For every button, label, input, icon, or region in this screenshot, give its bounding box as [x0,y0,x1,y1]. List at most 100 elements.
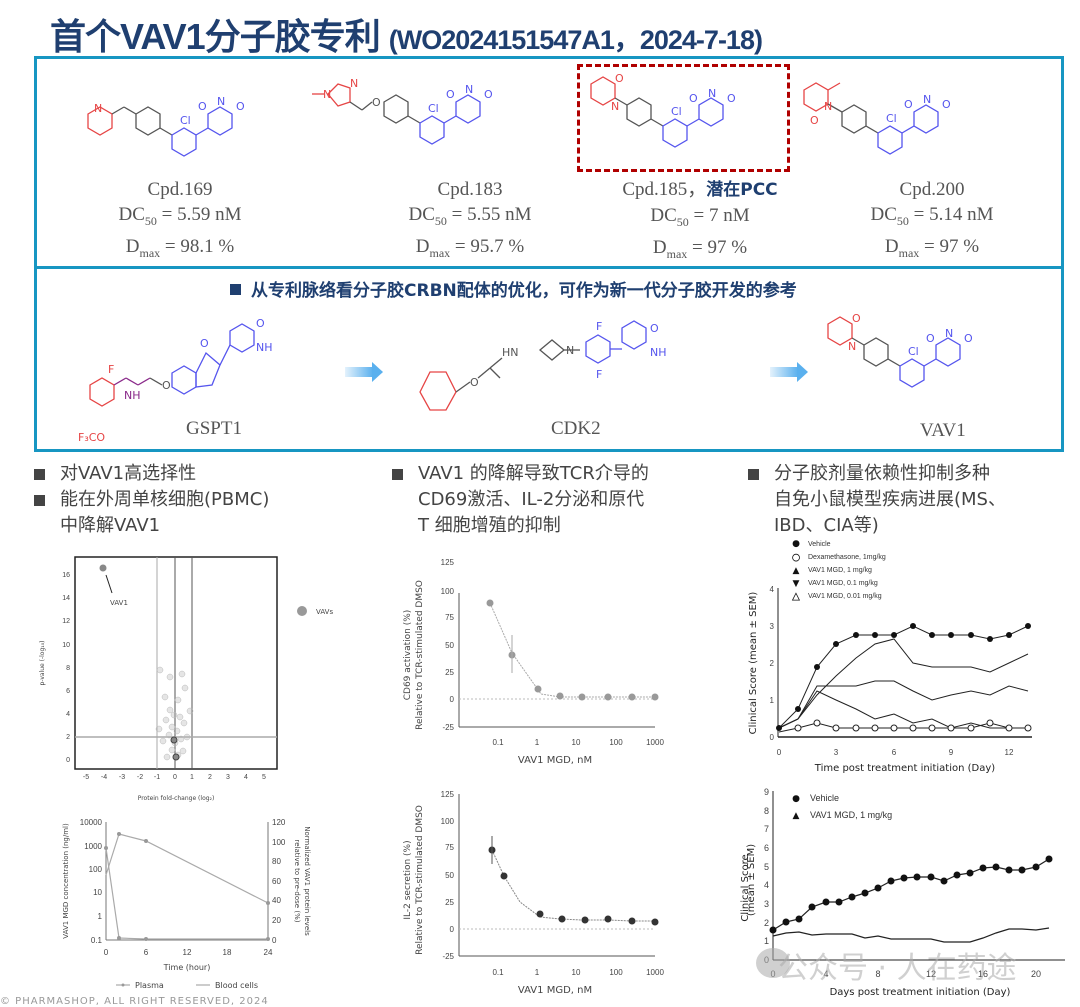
svg-text:1000: 1000 [84,842,102,851]
svg-text:0: 0 [450,925,455,934]
svg-text:125: 125 [441,558,455,567]
svg-text:N: N [923,93,931,106]
svg-text:N: N [945,327,953,340]
arrow-icon [345,362,383,382]
svg-text:4: 4 [244,774,248,781]
svg-text:75: 75 [445,613,454,622]
wechat-icon [756,948,790,978]
svg-text:5: 5 [764,862,769,872]
svg-text:12: 12 [1005,748,1014,757]
svg-text:F: F [596,368,602,381]
svg-text:N: N [824,100,832,113]
svg-text:100: 100 [441,587,455,596]
svg-text:N: N [323,88,331,101]
svg-text:-25: -25 [442,723,454,732]
svg-text:100: 100 [609,738,623,747]
svg-text:100: 100 [609,968,623,977]
svg-text:Cl: Cl [671,105,682,118]
svg-text:0.1: 0.1 [492,968,504,977]
svg-text:4: 4 [764,880,769,890]
page-title: 首个VAV1分子胶专利 (WO2024151547A1，2024-7-18) [50,16,763,57]
svg-text:Cl: Cl [908,345,919,358]
bullets-selectivity: 对VAV1高选择性 能在外周单核细胞(PBMC) 中降解VAV1 [34,461,269,539]
svg-text:2: 2 [66,734,70,741]
svg-text:1000: 1000 [646,738,664,747]
bullet-item: IBD、CIA等) [774,515,879,536]
svg-text:relative to pre-dose (%): relative to pre-dose (%) [293,840,301,923]
svg-text:VAV1 MGD, 0.1 mg/kg: VAV1 MGD, 0.1 mg/kg [808,580,878,587]
svg-text:50: 50 [445,871,454,880]
svg-text:60: 60 [272,877,281,886]
svg-text:▲: ▲ [793,592,800,602]
svg-text:6: 6 [892,748,897,757]
svg-text:-3: -3 [119,774,125,781]
svg-text:Protein fold-change (log₂): Protein fold-change (log₂) [138,795,215,802]
svg-text:24: 24 [264,948,273,957]
svg-text:VAV1 MGD, 1 mg/kg: VAV1 MGD, 1 mg/kg [808,567,872,574]
bullet-item: T 细胞增殖的抑制 [418,515,561,536]
svg-text:0.1: 0.1 [492,738,504,747]
svg-text:O: O [904,98,913,111]
bullet-item: CD69激活、IL-2分泌和原代 [418,489,645,510]
svg-text:N: N [611,100,619,113]
svg-text:-2: -2 [137,774,143,781]
svg-text:0: 0 [66,757,70,764]
svg-text:O: O [852,312,861,325]
compound-card-185: Cpd.185，潜在PCC DC50 = 7 nM Dmax = 97 % [590,177,810,267]
svg-text:8: 8 [875,969,880,979]
svg-text:50: 50 [445,641,454,650]
svg-text:10: 10 [572,738,581,747]
svg-text:1000: 1000 [646,968,664,977]
svg-text:16: 16 [978,969,988,979]
compound-card-183: Cpd.183 DC50 = 5.55 nM Dmax = 95.7 % [360,177,580,266]
svg-text:1: 1 [190,774,194,781]
svg-text:NH: NH [256,341,273,354]
svg-text:Cl: Cl [428,102,439,115]
svg-text:N: N [94,102,102,115]
svg-text:Days post treatment initiation: Days post treatment initiation (Day) [830,987,1011,998]
cd69-activation-chart: 125 100 75 50 25 0 -25 0.1 1 10 100 1000 VAV1 MGD,… [403,558,664,766]
svg-text:O: O [470,376,479,389]
svg-text:N: N [708,87,716,100]
svg-text:2: 2 [770,659,775,668]
svg-text:O: O [198,100,207,113]
svg-text:4: 4 [823,969,828,979]
svg-text:O: O [942,98,951,111]
svg-text:10: 10 [93,888,102,897]
svg-text:8: 8 [764,806,769,816]
svg-text:▲: ▲ [793,811,800,821]
pcc-highlight-box [577,64,790,172]
svg-text:VAV1 MGD, nM: VAV1 MGD, nM [518,985,592,996]
svg-text:0: 0 [173,774,177,781]
svg-text:40: 40 [272,896,281,905]
svg-text:▼: ▼ [793,579,800,589]
svg-text:Relative to TCR-stimulated DMS: Relative to TCR-stimulated DMSO [415,580,425,730]
svg-text:F: F [596,320,602,333]
svg-text:0.1: 0.1 [91,936,103,945]
svg-text:Vehicle: Vehicle [808,541,831,548]
svg-text:1: 1 [535,738,540,747]
compound-name: Cpd.185， [622,179,707,200]
svg-text:NH: NH [650,346,667,359]
svg-text:0: 0 [770,733,775,742]
svg-text:VAV1 MGD, 1 mg/kg: VAV1 MGD, 1 mg/kg [810,810,892,820]
svg-text:14: 14 [62,595,70,602]
svg-text:●: ● [792,794,800,804]
svg-text:Vehicle: Vehicle [810,793,839,803]
compound-dmax: Dmax = 97 % [652,236,748,261]
svg-text:3: 3 [226,774,230,781]
svg-text:75: 75 [445,843,454,852]
svg-text:6: 6 [66,688,70,695]
compound-dmax: Dmax = 95.7 % [415,235,525,260]
compound-dc50: DC50 = 5.14 nM [870,204,994,228]
footer-copyright: © PHARMASHOP, ALL RIGHT RESERVED, 2024 [0,996,269,1007]
compound-dmax: Dmax = 98.1 % [125,235,235,260]
svg-text:O: O [372,96,381,109]
svg-text:●: ● [792,539,800,549]
svg-text:Relative to TCR-stimulated DMS: Relative to TCR-stimulated DMSO [415,805,425,955]
compound-dmax: Dmax = 97 % [884,235,980,260]
